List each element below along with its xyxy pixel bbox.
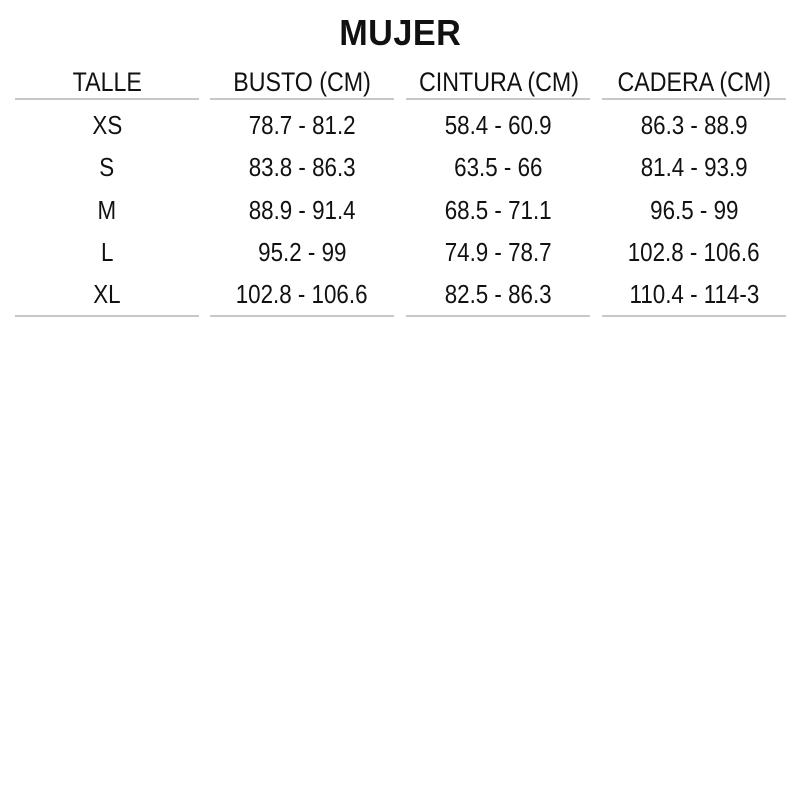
cell-value: 78.7 - 81.2: [248, 110, 356, 140]
column-body: 78.7 - 81.2 83.8 - 86.3 88.9 - 91.4 95.2 - …: [210, 104, 394, 318]
table-cell: XS: [15, 104, 199, 146]
cell-value: XL: [93, 279, 121, 310]
cell-value: 58.4 - 60.9: [444, 110, 552, 140]
column-header-label: TALLE: [72, 67, 142, 97]
table-cell: 86.3 - 88.9: [602, 104, 786, 146]
table-cell: 78.7 - 81.2: [210, 104, 394, 146]
cell-value: 83.8 - 86.3: [248, 152, 356, 183]
page-title: MUJER: [338, 12, 462, 53]
column-body: 58.4 - 60.9 63.5 - 66 68.5 - 71.1 74.9 - 78…: [406, 104, 590, 318]
column-header: BUSTO (CM): [210, 62, 394, 100]
column-body: 86.3 - 88.9 81.4 - 93.9 96.5 - 99 102.8 - 1…: [602, 104, 786, 318]
table-cell: 88.9 - 91.4: [210, 189, 394, 231]
column-header-label: CINTURA (CM): [419, 67, 579, 97]
cell-value: 63.5 - 66: [453, 152, 543, 183]
cell-value: 110.4 - 114-3: [629, 279, 759, 310]
table-cell: L: [15, 231, 199, 273]
table-cell: 58.4 - 60.9: [406, 104, 590, 146]
table-cell: 74.9 - 78.7: [406, 231, 590, 273]
table-cell: 95.2 - 99: [210, 231, 394, 273]
cell-value: 102.8 - 106.6: [628, 236, 760, 267]
table-cell: 81.4 - 93.9: [602, 146, 786, 188]
table-cell: 96.5 - 99: [602, 189, 786, 231]
table-cell: M: [15, 189, 199, 231]
table-cell: XL: [15, 273, 199, 315]
table-cell: 83.8 - 86.3: [210, 146, 394, 188]
cell-value: 96.5 - 99: [649, 194, 739, 225]
cell-value: 95.2 - 99: [257, 236, 347, 267]
table-cell: 102.8 - 106.6: [602, 231, 786, 273]
cell-value: 102.8 - 106.6: [236, 279, 368, 310]
table-cell: S: [15, 146, 199, 188]
column-header: TALLE: [15, 62, 199, 100]
column-header-label: BUSTO (CM): [233, 67, 371, 97]
cell-value: 82.5 - 86.3: [444, 279, 552, 310]
table-cell: 68.5 - 71.1: [406, 189, 590, 231]
cell-value: XS: [92, 110, 122, 140]
table-cell: 102.8 - 106.6: [210, 273, 394, 315]
cell-value: S: [99, 152, 115, 183]
cell-value: 86.3 - 88.9: [640, 110, 748, 140]
table-cell: 63.5 - 66: [406, 146, 590, 188]
cell-value: 81.4 - 93.9: [640, 152, 748, 183]
cell-value: M: [97, 194, 117, 225]
cell-value: 88.9 - 91.4: [248, 194, 356, 225]
column-header-label: CADERA (CM): [617, 67, 771, 97]
cell-value: 68.5 - 71.1: [444, 194, 552, 225]
table-cell: 110.4 - 114-3: [602, 273, 786, 315]
cell-value: 74.9 - 78.7: [444, 236, 552, 267]
column-body: XS S M L XL: [15, 104, 199, 318]
table-cell: 82.5 - 86.3: [406, 273, 590, 315]
column-header: CINTURA (CM): [406, 62, 590, 100]
column-header: CADERA (CM): [602, 62, 786, 100]
cell-value: L: [100, 236, 114, 267]
